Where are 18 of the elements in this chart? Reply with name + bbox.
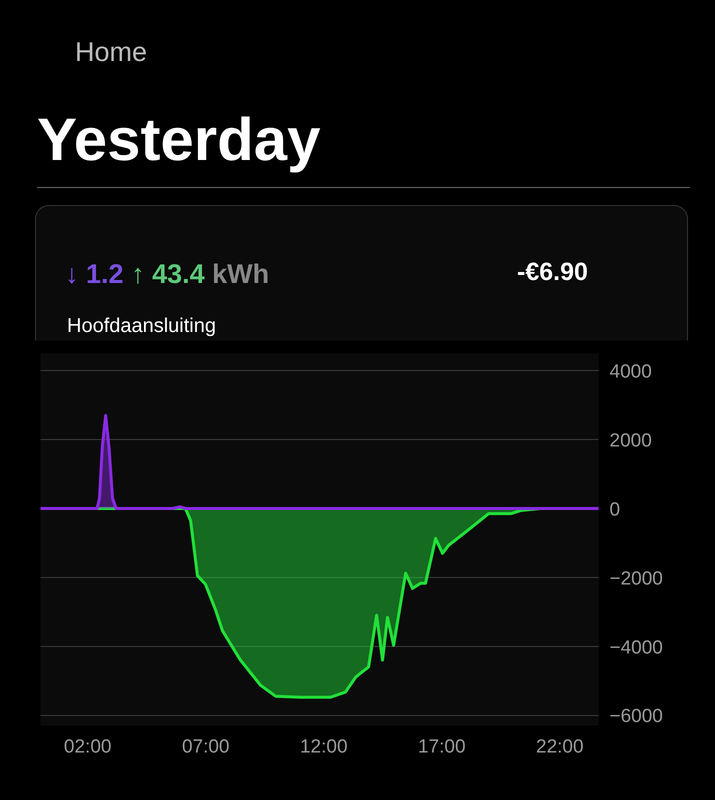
x-tick-label: 17:00 (418, 736, 466, 758)
y-tick-label: −2000 (610, 568, 663, 590)
y-tick-label: 0 (610, 500, 620, 520)
x-tick-label: 07:00 (182, 736, 230, 758)
chart-title: Yesterday (37, 105, 321, 175)
x-tick-label: 02:00 (64, 736, 112, 758)
text: -€6.90 (517, 257, 588, 288)
text: kWh (212, 259, 270, 289)
y-tick-label: 4000 (610, 362, 652, 383)
text: ↓ 1.2 (65, 259, 124, 289)
text: ↑ 43.4 (131, 259, 205, 289)
x-tick-label: 22:00 (536, 736, 584, 758)
y-tick-label: −6000 (610, 706, 663, 728)
text: Home (75, 36, 148, 69)
y-tick-label: 2000 (610, 430, 652, 452)
x-tick-label: 12:00 (300, 736, 348, 758)
y-tick-label: −4000 (610, 637, 663, 658)
chart-subtitle: Hoofdaansluiting (67, 314, 216, 339)
